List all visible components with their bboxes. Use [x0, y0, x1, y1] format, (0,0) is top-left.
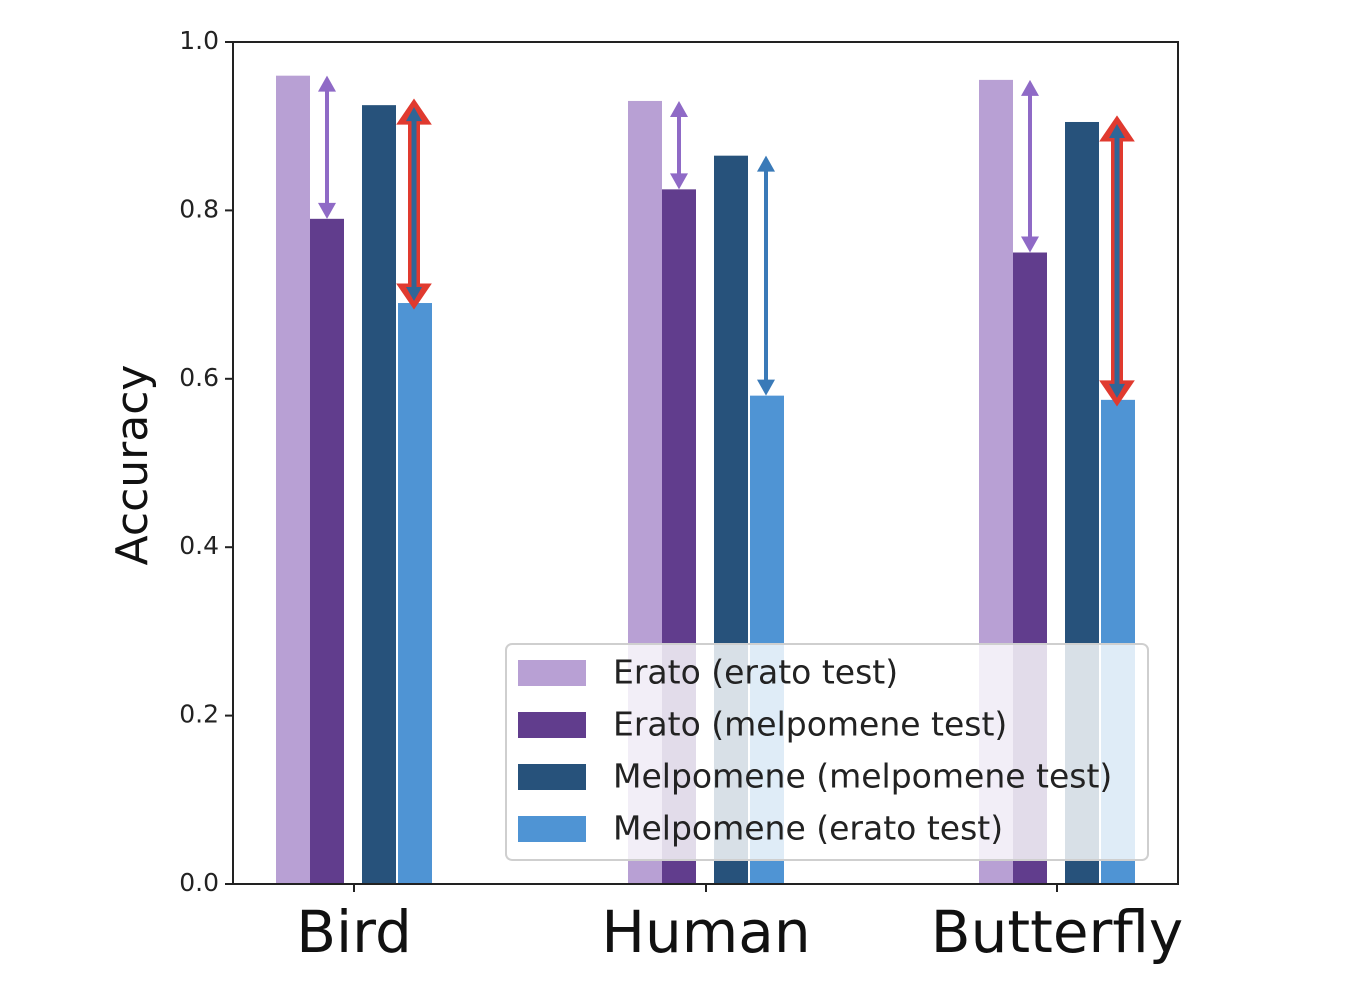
- x-category-label-butterfly: Butterfly: [931, 898, 1183, 966]
- legend-box: [505, 643, 1149, 861]
- bar-bird-series-4: [398, 303, 432, 884]
- legend-swatch: [518, 816, 586, 842]
- legend-swatch: [518, 712, 586, 738]
- difference-arrow-human-melpomene: [757, 155, 775, 396]
- bar-bird-series-1: [276, 75, 310, 885]
- bar-bird-series-2: [310, 218, 344, 884]
- y-tick-label: 0.8: [179, 194, 219, 223]
- difference-arrow-bird-erato: [318, 75, 336, 219]
- difference-arrow-butterfly-erato: [1021, 79, 1039, 253]
- legend-entry-label: Erato (melpomene test): [613, 705, 1007, 744]
- bar-bird-series-3: [362, 105, 396, 884]
- y-tick-label: 0.6: [179, 363, 219, 392]
- y-axis-title: Accuracy: [107, 365, 158, 566]
- legend-entry-label: Erato (erato test): [613, 653, 898, 692]
- y-axis: 0.0 0.2 0.4 0.6 0.8 1.0: [179, 26, 233, 897]
- legend-swatch: [518, 660, 586, 686]
- difference-arrow-human-erato: [670, 100, 688, 190]
- legend-entry-label: Melpomene (melpomene test): [613, 757, 1112, 796]
- x-axis: Bird Human Butterfly: [296, 884, 1183, 966]
- difference-arrow-bird-melpomene: [396, 98, 432, 310]
- y-tick-label: 0.4: [179, 531, 219, 560]
- y-tick-label: 1.0: [179, 26, 219, 55]
- legend-entry-label: Melpomene (erato test): [613, 809, 1003, 848]
- y-tick-label: 0.0: [179, 868, 219, 897]
- x-category-label-human: Human: [601, 898, 810, 966]
- arrows-layer: [318, 75, 1135, 407]
- difference-arrow-butterfly-melpomene: [1099, 115, 1135, 407]
- legend: Erato (erato test) Erato (melpomene test)…: [505, 643, 1149, 861]
- legend-swatch: [518, 764, 586, 790]
- x-category-label-bird: Bird: [296, 898, 412, 966]
- y-tick-label: 0.2: [179, 700, 219, 729]
